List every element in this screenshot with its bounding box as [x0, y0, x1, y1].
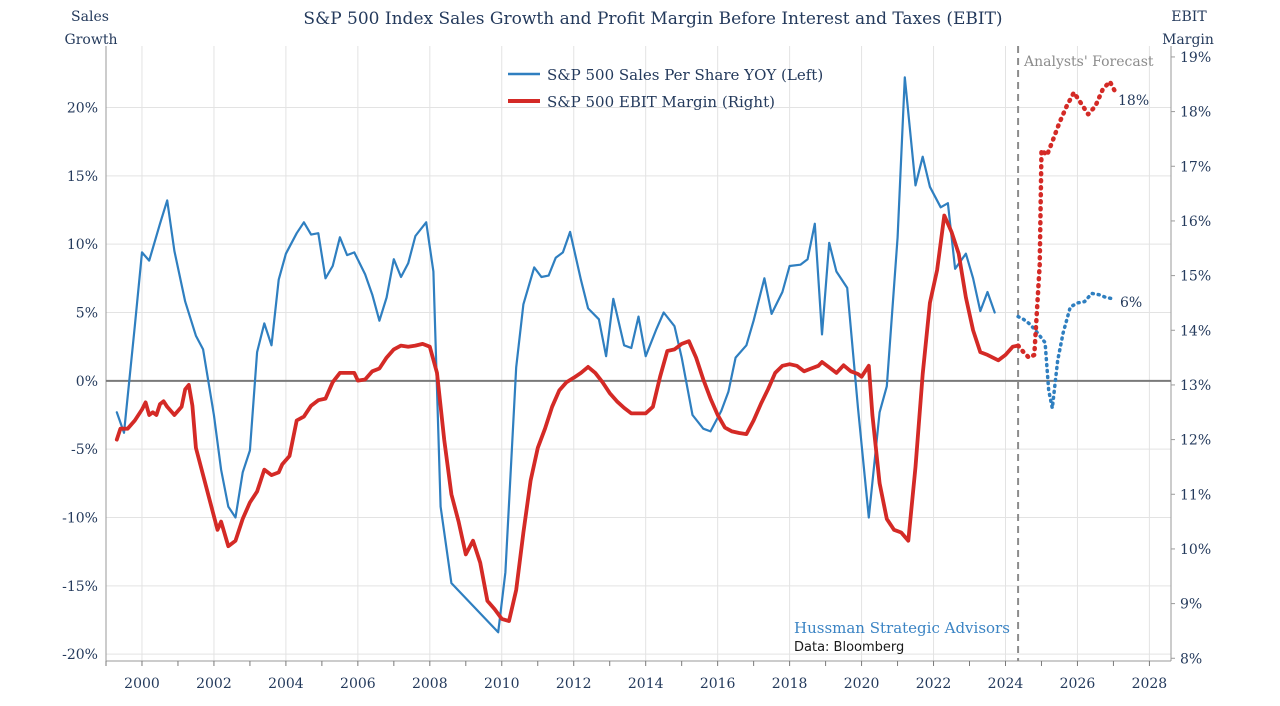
right-tick-label: 13%	[1180, 378, 1211, 394]
x-tick-label: 2006	[340, 676, 376, 692]
credit-brand: Hussman Strategic Advisors	[794, 619, 1010, 637]
x-tick-label: 2028	[1132, 676, 1168, 692]
right-tick-label: 18%	[1180, 105, 1211, 121]
x-tick-label: 2012	[556, 676, 592, 692]
x-tick-label: 2016	[700, 676, 736, 692]
right-tick-label: 11%	[1180, 487, 1211, 503]
forecast-label: Analysts' Forecast	[1023, 54, 1154, 70]
left-tick-label: 10%	[67, 237, 98, 253]
x-tick-label: 2020	[844, 676, 880, 692]
legend-label-ebit: S&P 500 EBIT Margin (Right)	[547, 93, 775, 111]
sales-growth-forecast-line	[1016, 291, 1116, 410]
x-tick-label: 2008	[412, 676, 448, 692]
plot-frame	[105, 46, 1172, 662]
credit-source: Data: Bloomberg	[794, 640, 904, 655]
left-tick-label: 5%	[76, 306, 98, 322]
x-tick-label: 2002	[196, 676, 232, 692]
legend-label-sales: S&P 500 Sales Per Share YOY (Left)	[547, 66, 823, 84]
sales-growth-line	[115, 76, 996, 634]
ebit-margin-line	[114, 213, 1020, 623]
left-tick-label: 20%	[67, 101, 98, 117]
right-tick-label: 14%	[1180, 323, 1211, 339]
x-tick-label: 2018	[772, 676, 808, 692]
left-tick-label: -10%	[62, 511, 98, 527]
grid-layer	[106, 46, 1171, 661]
right-tick-label: 9%	[1180, 597, 1202, 613]
x-tick-label: 2024	[988, 676, 1024, 692]
right-axis-title-line1: EBIT	[1171, 9, 1207, 25]
left-axis-title-line2: Growth	[65, 32, 118, 48]
right-tick-label: 8%	[1180, 651, 1202, 667]
left-tick-label: 0%	[76, 374, 98, 390]
right-tick-label: 16%	[1180, 214, 1211, 230]
series-layer	[114, 76, 1120, 634]
right-axis-title-line2: Margin	[1162, 32, 1214, 48]
right-tick-label: 19%	[1180, 50, 1211, 66]
right-tick-label: 17%	[1180, 159, 1211, 175]
ebit-margin-forecast-line	[1015, 79, 1120, 360]
left-tick-label: -15%	[62, 579, 98, 595]
x-tick-label: 2000	[124, 676, 160, 692]
right-tick-label: 15%	[1180, 269, 1211, 285]
left-tick-label: -20%	[62, 647, 98, 663]
ebit-end-label: 18%	[1118, 93, 1149, 109]
x-tick-label: 2026	[1060, 676, 1096, 692]
left-tick-label: 15%	[67, 169, 98, 185]
x-tick-label: 2010	[484, 676, 520, 692]
left-axis-title-line1: Sales	[71, 9, 109, 25]
sales-end-label: 6%	[1120, 295, 1142, 311]
x-tick-label: 2014	[628, 676, 664, 692]
chart-title: S&P 500 Index Sales Growth and Profit Ma…	[303, 9, 1002, 29]
left-tick-label: -5%	[71, 442, 98, 458]
x-tick-label: 2022	[916, 676, 952, 692]
axis-layer: -20% -15% -10% -5% 0% 5% 10% 15% 20% 8% 9% 10% 11% 12…	[62, 50, 1211, 692]
right-tick-label: 12%	[1180, 433, 1211, 449]
right-tick-label: 10%	[1180, 542, 1211, 558]
legend: S&P 500 Sales Per Share YOY (Left) S&P 5…	[508, 66, 823, 111]
x-tick-label: 2004	[268, 676, 304, 692]
